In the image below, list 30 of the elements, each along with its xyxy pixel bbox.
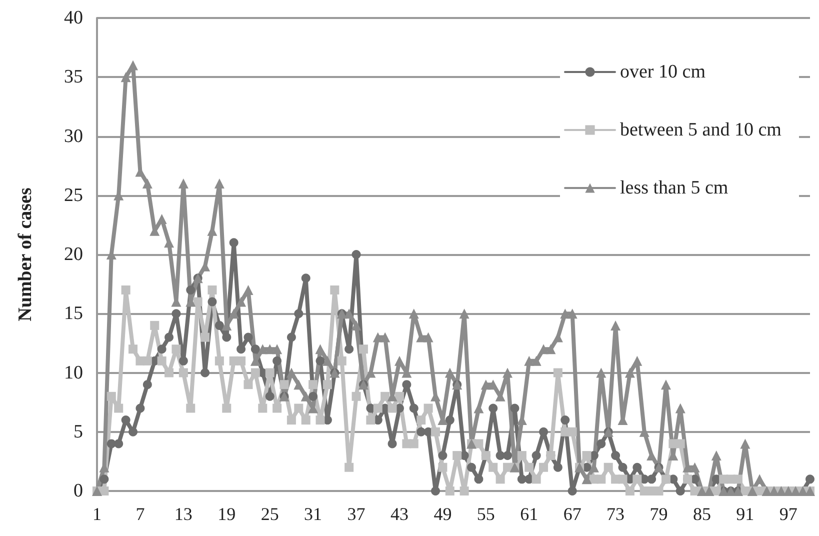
y-tick-label: 20 <box>64 244 83 265</box>
y-tick-label: 10 <box>64 362 83 384</box>
x-tick-label: 37 <box>347 504 366 524</box>
x-tick-label: 43 <box>390 504 408 524</box>
y-tick-label: 35 <box>64 66 83 88</box>
x-tick-label: 55 <box>476 504 495 524</box>
x-tick-label: 1 <box>92 504 102 524</box>
x-tick-label: 7 <box>136 504 145 524</box>
y-tick-label: 15 <box>64 303 83 324</box>
x-tick-label: 67 <box>563 504 582 524</box>
y-tick-label: 30 <box>64 126 83 147</box>
x-tick-label: 61 <box>520 504 538 524</box>
x-tick-label: 49 <box>434 504 452 524</box>
legend-label: over 10 cm <box>620 62 706 82</box>
x-tick-label: 25 <box>260 504 279 524</box>
x-tick-label: 79 <box>650 504 668 524</box>
legend-label: less than 5 cm <box>620 178 728 198</box>
x-tick-label: 19 <box>218 504 236 524</box>
legend-label: between 5 and 10 cm <box>620 120 782 140</box>
y-tick-label: 5 <box>74 421 83 442</box>
y-axis-title: Number of cases <box>15 188 36 322</box>
y-tick-label: 40 <box>64 8 83 28</box>
y-tick-label: 25 <box>64 184 83 206</box>
y-tick-label: 0 <box>74 480 83 502</box>
x-tick-label: 31 <box>304 504 322 524</box>
x-tick-label: 13 <box>174 504 192 524</box>
x-tick-label: 91 <box>736 504 754 524</box>
x-tick-label: 73 <box>606 504 625 524</box>
x-tick-label: 97 <box>779 504 798 524</box>
x-tick-label: 85 <box>692 504 711 524</box>
